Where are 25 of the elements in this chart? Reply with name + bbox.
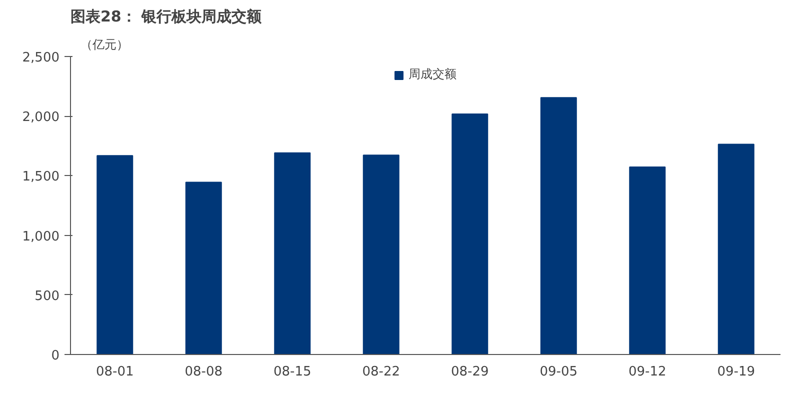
chart-title: 图表28： 银行板块周成交额	[70, 8, 263, 26]
bar	[629, 166, 666, 354]
x-tick-label: 08-01	[96, 364, 134, 380]
x-tick-label: 09-05	[540, 364, 578, 380]
bar	[452, 113, 488, 354]
y-tick-label: 2,000	[22, 110, 60, 126]
bar	[96, 155, 134, 354]
y-tick-label: 1,000	[22, 229, 60, 244]
x-tick-label: 08-29	[450, 364, 489, 380]
bar	[185, 182, 222, 354]
bar	[718, 144, 754, 354]
x-tick-label: 08-08	[184, 364, 223, 380]
y-axis-title: （亿元）	[80, 38, 128, 52]
bar	[274, 152, 311, 354]
bar	[540, 97, 577, 354]
x-tick-label: 09-12	[628, 364, 666, 380]
y-tick-label: 2,500	[22, 50, 60, 66]
x-tick-label: 08-15	[273, 364, 312, 380]
y-tick-label: 0	[51, 348, 60, 364]
bar	[362, 154, 400, 354]
y-tick-label: 500	[34, 288, 60, 304]
y-tick-label: 1,500	[22, 170, 60, 185]
legend-label: 周成交额	[408, 66, 456, 83]
x-tick-label: 08-22	[362, 364, 400, 380]
x-tick-label: 09-19	[717, 364, 756, 380]
